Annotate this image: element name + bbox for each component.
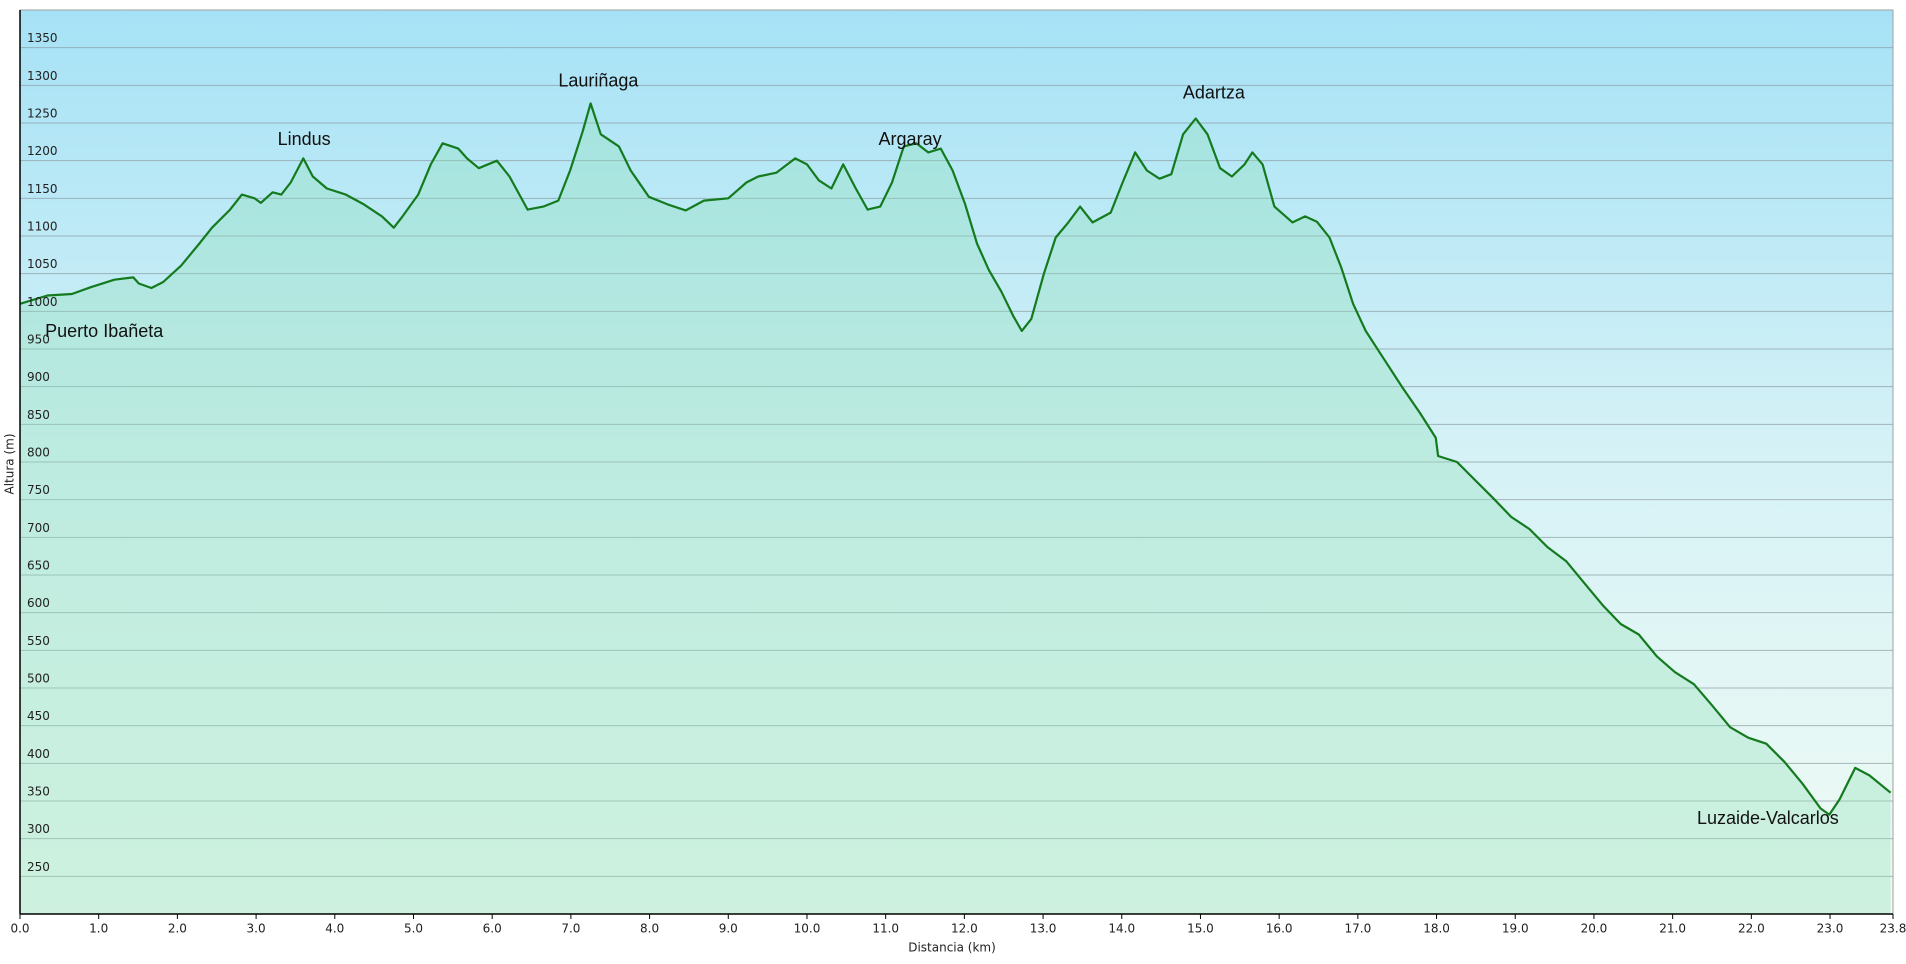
- x-tick-label: 15.0: [1187, 922, 1214, 936]
- x-tick-label: 0.0: [10, 922, 29, 936]
- x-tick-label: 22.0: [1738, 922, 1765, 936]
- x-tick-label: 13.0: [1030, 922, 1057, 936]
- annotation: Luzaide-Valcarlos: [1697, 808, 1839, 828]
- y-tick-label: 1150: [27, 182, 58, 196]
- annotation: Argaray: [879, 129, 942, 149]
- x-tick-label: 14.0: [1108, 922, 1135, 936]
- y-tick-label: 1050: [27, 257, 58, 271]
- x-tick-label: 21.0: [1659, 922, 1686, 936]
- y-tick-label: 800: [27, 446, 50, 460]
- x-tick-label: 4.0: [325, 922, 344, 936]
- x-tick-label: 2.0: [168, 922, 187, 936]
- labels: 250 300 350 400 450 500 550 600 650 700 750 800 850 9…: [10, 31, 1906, 935]
- y-tick-label: 350: [27, 785, 50, 799]
- annotation: Adartza: [1183, 82, 1246, 102]
- y-tick-label: 650: [27, 559, 50, 573]
- x-tick-label: 6.0: [483, 922, 502, 936]
- x-tick-label: 23.8: [1880, 922, 1906, 936]
- y-tick-label: 450: [27, 709, 50, 723]
- x-axis-title: Distancia (km): [908, 941, 996, 955]
- y-tick-label: 600: [27, 596, 50, 610]
- y-tick-label: 400: [27, 747, 50, 761]
- y-tick-label: 1250: [27, 107, 58, 121]
- y-tick-label: 1000: [27, 295, 58, 309]
- elevation-area: [20, 103, 1891, 914]
- y-tick-label: 1300: [27, 69, 58, 83]
- y-tick-label: 850: [27, 408, 50, 422]
- y-tick-label: 750: [27, 483, 50, 497]
- x-tick-label: 11.0: [872, 922, 899, 936]
- axes: [19, 10, 1894, 919]
- annotation: Lauriñaga: [558, 70, 639, 90]
- y-tick-label: 1100: [27, 220, 58, 234]
- area-layer: [19, 102, 1892, 914]
- y-tick-label: 550: [27, 634, 50, 648]
- y-axis-title: Altura (m): [3, 433, 17, 494]
- x-tick-label: 8.0: [640, 922, 659, 936]
- x-tick-label: 7.0: [561, 922, 580, 936]
- x-tick-label: 3.0: [247, 922, 266, 936]
- x-tick-label: 20.0: [1581, 922, 1608, 936]
- x-tick-label: 10.0: [794, 922, 821, 936]
- x-tick-label: 9.0: [719, 922, 738, 936]
- y-tick-label: 1200: [27, 144, 58, 158]
- x-tick-label: 1.0: [89, 922, 108, 936]
- elevation-line: [19, 102, 1892, 816]
- y-tick-label: 300: [27, 822, 50, 836]
- x-tick-label: 5.0: [404, 922, 423, 936]
- y-tick-label: 500: [27, 672, 50, 686]
- x-tick-label: 12.0: [951, 922, 978, 936]
- grid: [19, 9, 1894, 915]
- x-tick-label: 23.0: [1817, 922, 1844, 936]
- x-tick-label: 19.0: [1502, 922, 1529, 936]
- x-tick-label: 17.0: [1344, 922, 1371, 936]
- y-tick-label: 700: [27, 521, 50, 535]
- x-tick-label: 18.0: [1423, 922, 1450, 936]
- y-tick-label: 250: [27, 860, 50, 874]
- y-tick-label: 1350: [27, 31, 58, 45]
- annotation: Puerto Ibañeta: [45, 321, 164, 341]
- y-tick-label: 950: [27, 333, 50, 347]
- x-tick-label: 16.0: [1266, 922, 1293, 936]
- annotation: Lindus: [278, 129, 331, 149]
- y-tick-label: 900: [27, 370, 50, 384]
